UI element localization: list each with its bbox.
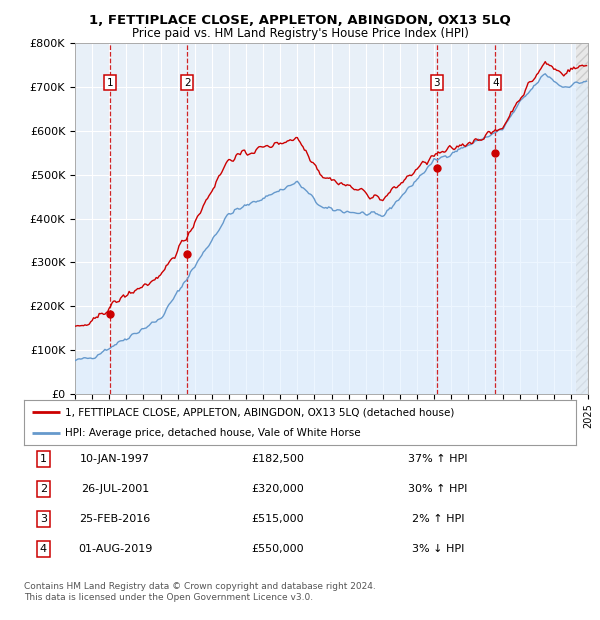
Bar xyxy=(576,43,588,394)
Text: 2: 2 xyxy=(40,484,47,494)
Text: 1: 1 xyxy=(106,78,113,88)
Text: 4: 4 xyxy=(492,78,499,88)
Text: This data is licensed under the Open Government Licence v3.0.: This data is licensed under the Open Gov… xyxy=(24,593,313,603)
Text: 4: 4 xyxy=(40,544,47,554)
Text: 1, FETTIPLACE CLOSE, APPLETON, ABINGDON, OX13 5LQ (detached house): 1, FETTIPLACE CLOSE, APPLETON, ABINGDON,… xyxy=(65,407,455,417)
Text: Contains HM Land Registry data © Crown copyright and database right 2024.: Contains HM Land Registry data © Crown c… xyxy=(24,582,376,591)
Text: 37% ↑ HPI: 37% ↑ HPI xyxy=(408,454,468,464)
Text: 01-AUG-2019: 01-AUG-2019 xyxy=(78,544,152,554)
Text: 25-FEB-2016: 25-FEB-2016 xyxy=(79,514,151,524)
Text: 3: 3 xyxy=(433,78,440,88)
Text: 3: 3 xyxy=(40,514,47,524)
Text: 1: 1 xyxy=(40,454,47,464)
Text: 1, FETTIPLACE CLOSE, APPLETON, ABINGDON, OX13 5LQ: 1, FETTIPLACE CLOSE, APPLETON, ABINGDON,… xyxy=(89,14,511,27)
Text: 2% ↑ HPI: 2% ↑ HPI xyxy=(412,514,464,524)
Text: 26-JUL-2001: 26-JUL-2001 xyxy=(81,484,149,494)
Text: 10-JAN-1997: 10-JAN-1997 xyxy=(80,454,150,464)
Text: £515,000: £515,000 xyxy=(251,514,304,524)
Text: £320,000: £320,000 xyxy=(251,484,304,494)
Text: HPI: Average price, detached house, Vale of White Horse: HPI: Average price, detached house, Vale… xyxy=(65,428,361,438)
Text: 2: 2 xyxy=(184,78,191,88)
Text: 3% ↓ HPI: 3% ↓ HPI xyxy=(412,544,464,554)
Text: Price paid vs. HM Land Registry's House Price Index (HPI): Price paid vs. HM Land Registry's House … xyxy=(131,27,469,40)
Text: £182,500: £182,500 xyxy=(251,454,304,464)
Text: 30% ↑ HPI: 30% ↑ HPI xyxy=(409,484,467,494)
Bar xyxy=(576,43,588,394)
Text: £550,000: £550,000 xyxy=(251,544,304,554)
